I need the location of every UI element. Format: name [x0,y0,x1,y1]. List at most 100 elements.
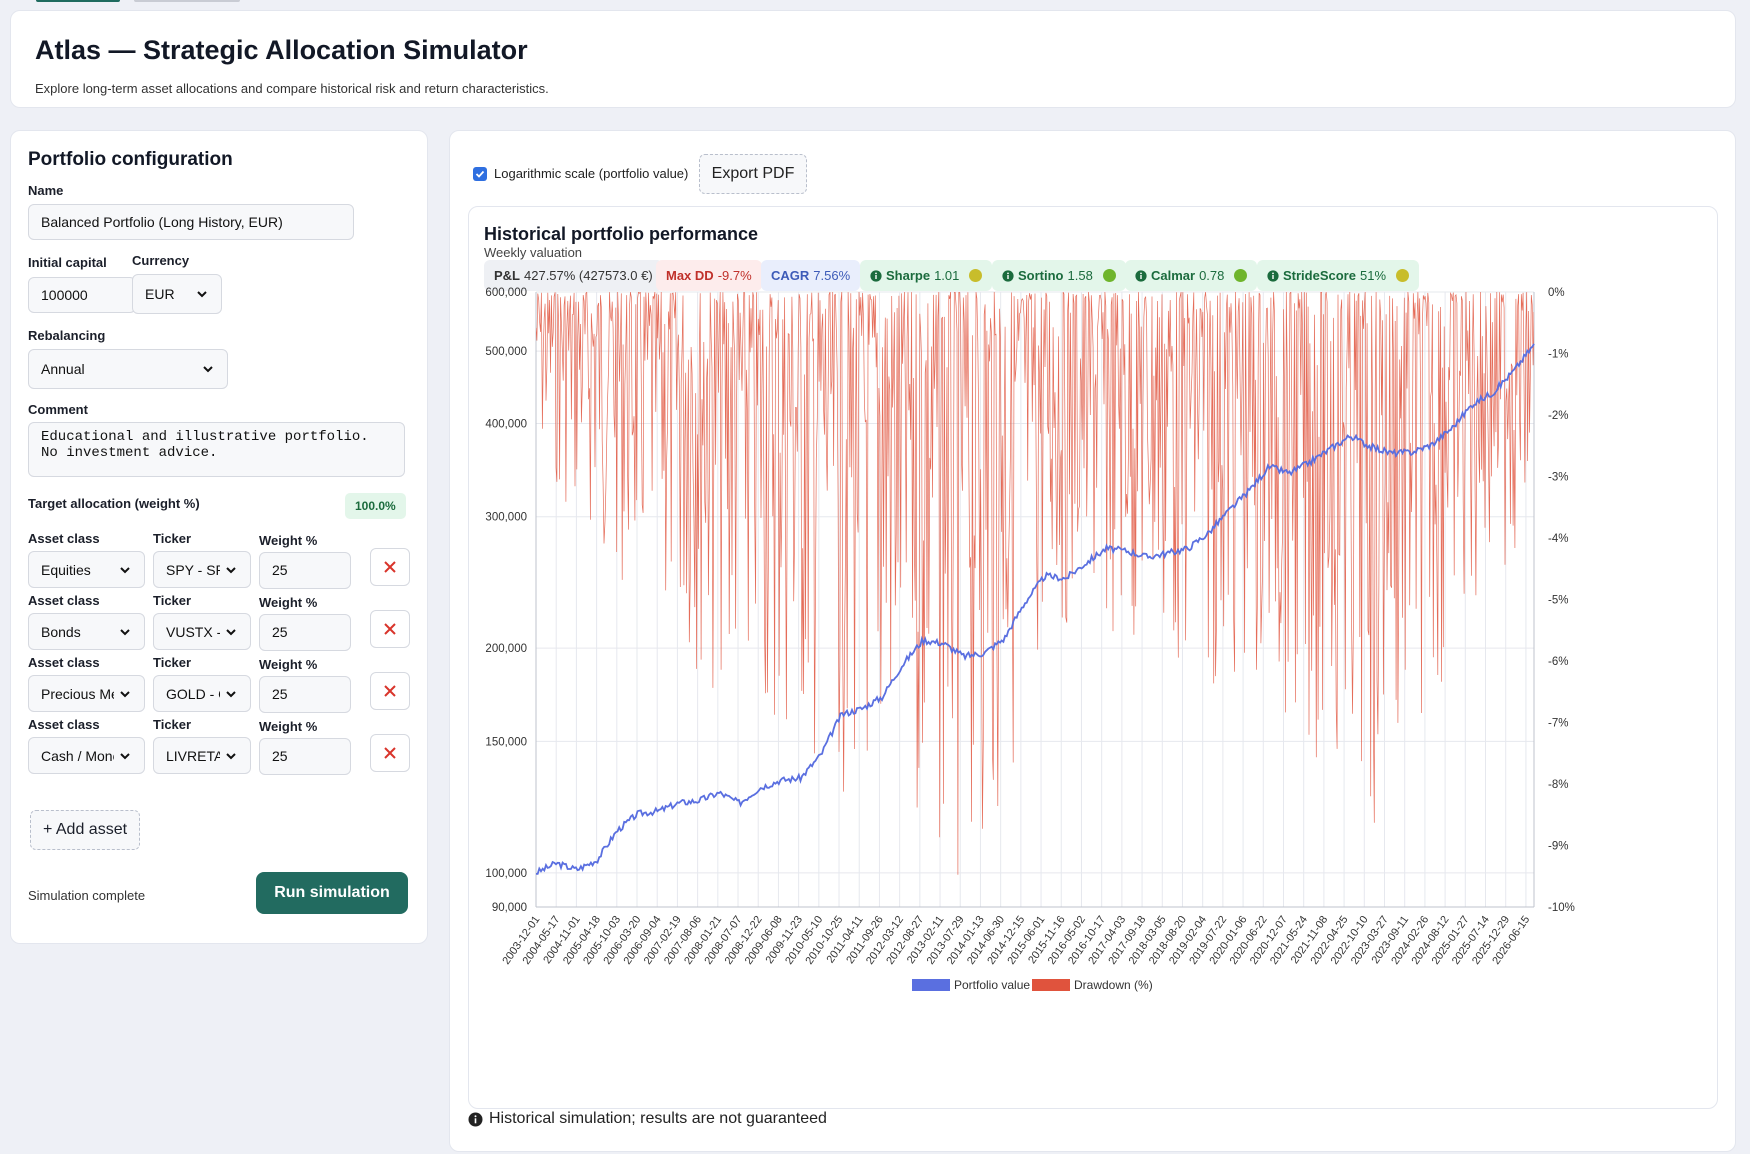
ticker-select[interactable]: GOLD - Go [153,675,251,712]
remove-asset-button[interactable] [370,734,410,772]
results-panel: Logarithmic scale (portfolio value) Expo… [449,130,1736,1152]
currency-value: EUR [145,286,175,302]
ticker-label: Ticker [153,593,192,608]
chart-legend: Portfolio value Drawdown (%) [912,978,1153,992]
metric-chip[interactable]: StrideScore 51% [1257,260,1420,291]
asset-class-label: Asset class [28,717,100,732]
top-tab[interactable] [134,0,240,2]
metric-status-dot [969,269,983,282]
chevron-down-icon [226,566,236,573]
legend-swatch-portfolio [912,979,950,991]
allocation-total-badge: 100.0% [345,493,406,519]
config-title: Portfolio configuration [28,149,233,170]
y-right-tick-label: -5% [1548,595,1568,607]
portfolio-config-panel: Portfolio configuration Name Balanced Po… [10,130,428,944]
asset-class-select[interactable]: Equities [28,551,145,588]
weight-label: Weight % [259,719,318,734]
metric-key: Max DD [666,268,714,283]
chevron-down-icon [203,366,213,373]
chevron-down-icon [226,752,236,759]
ticker-value: LIVRETA - L [166,747,220,764]
close-icon [384,685,396,697]
name-label: Name [28,183,64,198]
metric-status-dot [1396,269,1410,282]
info-icon [870,269,882,282]
y-right-tick-label: -8% [1548,779,1568,791]
y-right-tick-label: -1% [1548,349,1568,361]
add-asset-button[interactable]: + Add asset [30,810,140,850]
asset-class-select[interactable]: Precious Metals [28,675,145,712]
y-right-tick-label: 0% [1548,287,1565,299]
remove-asset-button[interactable] [370,672,410,710]
chevron-down-icon [120,628,130,635]
ticker-select[interactable]: VUSTX - Lo [153,613,251,650]
currency-select[interactable]: EUR [132,274,222,314]
metric-key: StrideScore [1283,268,1356,283]
legend-label-portfolio: Portfolio value [954,978,1030,992]
portfolio-value-line [536,343,1535,875]
close-icon [384,747,396,759]
y-left-tick-label: 500,000 [485,346,527,358]
log-scale-label[interactable]: Logarithmic scale (portfolio value) [494,166,689,181]
rebalancing-select[interactable]: Annual [28,349,228,389]
metric-value: 1.58 [1067,268,1093,283]
metric-chip: CAGR 7.56% [761,260,861,291]
chevron-down-icon [120,752,130,759]
info-icon [1002,269,1014,282]
weight-input[interactable]: 25 [259,614,351,651]
comment-textarea[interactable]: Educational and illustrative portfolio. … [28,422,405,477]
metric-value: 51% [1359,268,1387,283]
y-right-tick-label: -7% [1548,718,1568,730]
metric-chip[interactable]: Calmar 0.78 [1125,260,1258,291]
ticker-value: VUSTX - Lo [166,623,220,640]
metric-value: 7.56% [813,268,851,283]
weight-label: Weight % [259,595,318,610]
export-pdf-button[interactable]: Export PDF [699,154,807,194]
metric-key: Sharpe [886,268,931,283]
close-icon [384,623,396,635]
metric-chip: P&L 427.57% (427573.0 €) [484,260,663,291]
close-icon [384,561,396,573]
metric-chip[interactable]: Sortino 1.58 [992,260,1126,291]
ticker-select[interactable]: SPY - SPDR [153,551,251,588]
metric-value: 427.57% (427573.0 €) [524,268,653,283]
app-subtitle: Explore long-term asset allocations and … [35,81,549,96]
metric-chip: Max DD -9.7% [656,260,762,291]
asset-class-select[interactable]: Cash / Monetary [28,737,145,774]
asset-class-select[interactable]: Bonds [28,613,145,650]
ticker-select[interactable]: LIVRETA - L [153,737,251,774]
run-simulation-button[interactable]: Run simulation [256,872,408,914]
currency-label: Currency [132,253,190,268]
metric-status-dot [1234,269,1248,282]
capital-input[interactable]: 100000 [28,277,136,313]
name-input[interactable]: Balanced Portfolio (Long History, EUR) [28,204,354,240]
check-icon [475,170,485,178]
remove-asset-button[interactable] [370,610,410,648]
ticker-label: Ticker [153,717,192,732]
asset-class-value: Equities [41,561,91,578]
metric-chip[interactable]: Sharpe 1.01 [860,260,993,291]
weight-input[interactable]: 25 [259,552,351,589]
ticker-label: Ticker [153,655,192,670]
ticker-value: SPY - SPDR [166,561,220,578]
chart-subtitle: Weekly valuation [484,245,583,260]
footnote: Historical simulation; results are not g… [468,1110,827,1128]
asset-class-label: Asset class [28,593,100,608]
log-scale-checkbox[interactable] [473,167,487,181]
weight-input[interactable]: 25 [259,676,351,713]
asset-class-value: Cash / Monetary [41,747,114,764]
ticker-value: GOLD - Go [166,685,220,702]
weight-label: Weight % [259,657,318,672]
info-icon [1267,269,1279,282]
metric-key: CAGR [771,268,810,283]
legend-swatch-drawdown [1032,979,1070,991]
top-tab-active[interactable] [36,0,120,2]
status-text: Simulation complete [28,888,146,903]
chart-card: Historical portfolio performance Weekly … [468,206,1718,1109]
allocation-label: Target allocation (weight %) [28,496,200,511]
remove-asset-button[interactable] [370,548,410,586]
metric-value: 0.78 [1199,268,1225,283]
weight-input[interactable]: 25 [259,738,351,775]
asset-class-label: Asset class [28,655,100,670]
metric-status-dot [1102,269,1116,282]
